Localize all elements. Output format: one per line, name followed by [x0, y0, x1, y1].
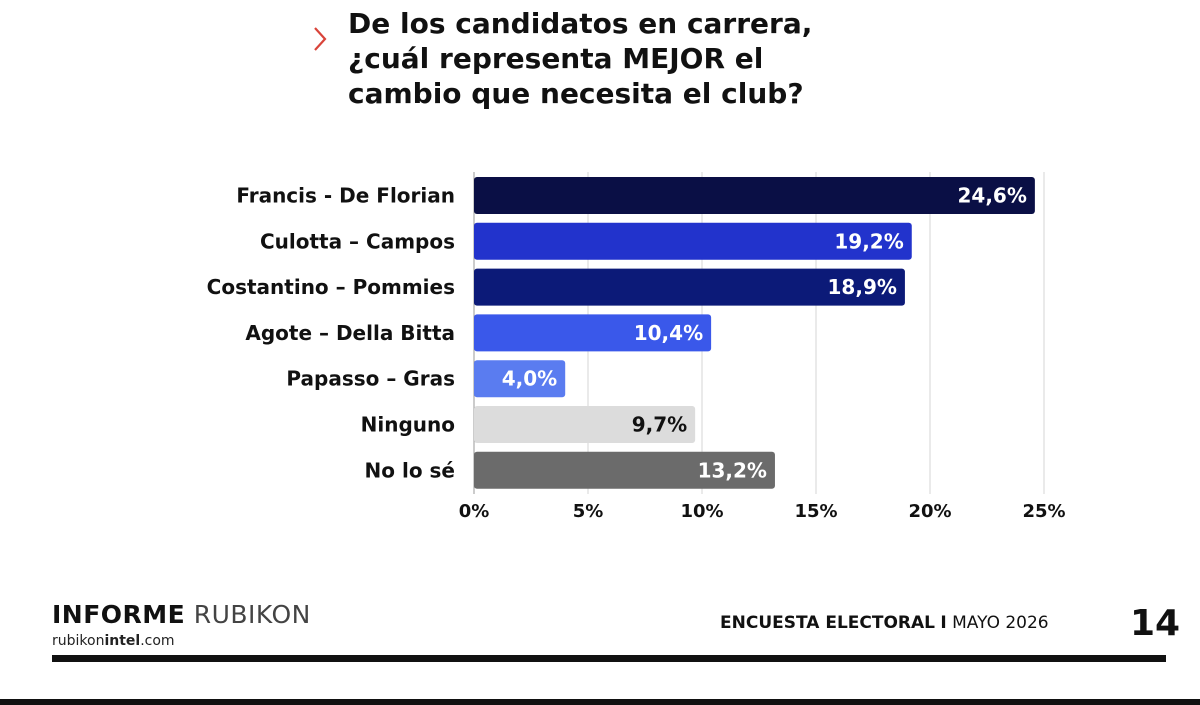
bar [474, 222, 912, 260]
bottom-divider [0, 699, 1200, 705]
chart-title: De los candidatos en carrera, ¿cuál repr… [348, 6, 908, 111]
survey-caption: ENCUESTA ELECTORAL I MAYO 2026 [720, 612, 1049, 634]
category-label: Francis - De Florian [236, 184, 455, 208]
bar [474, 360, 566, 398]
x-tick-label: 5% [573, 501, 604, 522]
footer-divider [52, 655, 1166, 662]
bar [474, 406, 696, 443]
brand-website: rubikonintel.com [52, 632, 175, 650]
data-label: 9,7% [632, 413, 687, 437]
chart-title-line: De los candidatos en carrera, [348, 7, 813, 40]
category-label: Agote – Della Bitta [245, 321, 455, 345]
category-label: Ninguno [361, 413, 455, 437]
brand-name: INFORME RUBIKON [52, 600, 311, 630]
brand-website-part: rubikon [52, 633, 105, 649]
chart-title-line: cambio que necesita el club? [348, 77, 804, 110]
bar [474, 268, 905, 306]
bar [474, 177, 1035, 214]
x-tick-label: 0% [459, 501, 490, 522]
brand-name-bold: INFORME [52, 600, 186, 629]
data-label: 24,6% [957, 184, 1026, 208]
brand-website-part: intel [104, 633, 141, 649]
category-label: Costantino – Pommies [207, 275, 455, 299]
bar [474, 314, 712, 352]
data-label: 18,9% [828, 275, 897, 299]
x-tick-label: 20% [908, 501, 951, 522]
survey-separator: I [940, 613, 947, 633]
survey-name: ENCUESTA ELECTORAL [720, 613, 935, 633]
chart-title-line: ¿cuál representa MEJOR el [348, 42, 764, 75]
x-tick-label: 10% [680, 501, 723, 522]
chevron-right-icon [314, 27, 327, 51]
bar-chart: 0% 5% 10% 15% 20% 25% Francis - De Florian 24,6… [207, 172, 1066, 522]
brand-name-light: RUBIKON [193, 600, 311, 629]
survey-date: MAYO 2026 [952, 613, 1049, 633]
data-label: 10,4% [634, 321, 703, 345]
category-label: No lo sé [365, 458, 455, 482]
data-label: 13,2% [698, 458, 767, 482]
data-label: 4,0% [502, 367, 557, 391]
data-label: 19,2% [834, 229, 903, 253]
x-tick-label: 15% [794, 501, 837, 522]
brand-website-part: .com [140, 633, 175, 649]
page-number: 14 [1130, 603, 1181, 644]
category-label: Culotta – Campos [260, 229, 455, 253]
bar [474, 451, 775, 489]
category-label: Papasso – Gras [286, 367, 455, 391]
x-tick-label: 25% [1022, 501, 1065, 522]
